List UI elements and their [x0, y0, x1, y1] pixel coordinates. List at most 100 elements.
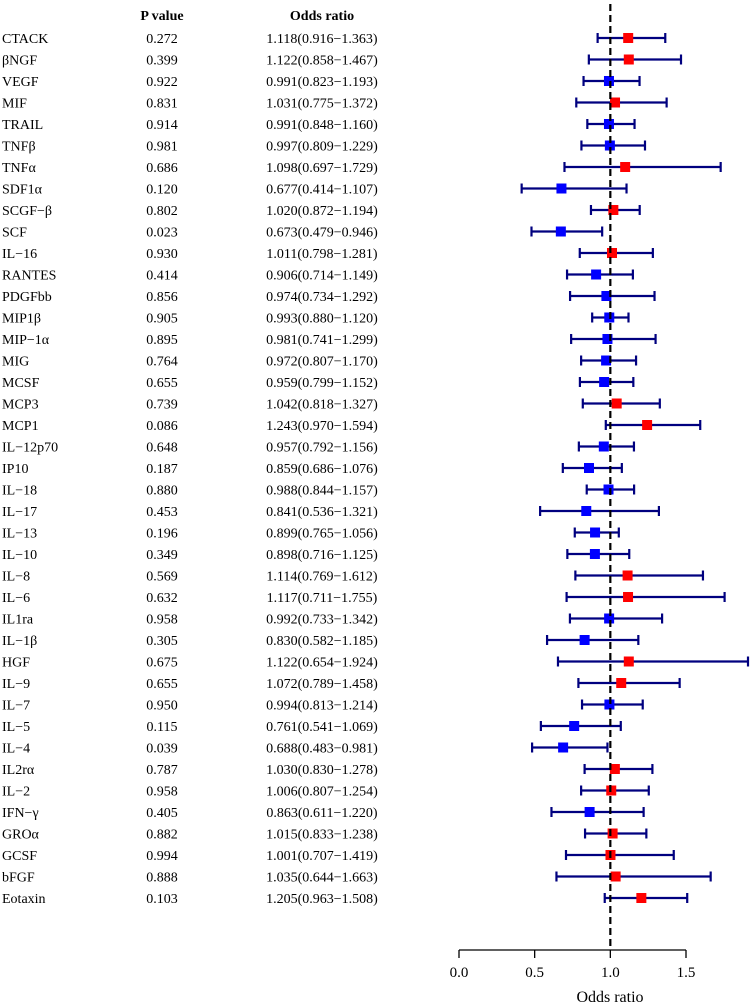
or-point [636, 893, 647, 903]
row-p-value: 0.856 [146, 290, 178, 305]
or-point [604, 140, 615, 151]
or-point [583, 463, 594, 473]
row-17: MCSF 0.655 0.959(0.799−1.152) [2, 376, 635, 391]
row-or-text: 1.035(0.644−1.663) [266, 871, 378, 886]
row-label: IL−9 [2, 677, 30, 692]
row-or-text: 1.114(0.769−1.612) [266, 570, 378, 585]
or-point [606, 248, 617, 258]
row-4: MIF 0.831 1.031(0.775−1.372) [2, 97, 668, 112]
or-point [609, 764, 620, 774]
row-p-value: 0.930 [146, 247, 178, 262]
row-label: IL−8 [2, 570, 30, 585]
row-or-text: 1.020(0.872−1.194) [266, 204, 378, 219]
row-label: MIP1β [2, 312, 41, 327]
row-p-value: 0.905 [146, 312, 178, 327]
row-or-text: 1.031(0.775−1.372) [266, 97, 378, 112]
row-or-text: 1.042(0.818−1.327) [266, 398, 378, 413]
or-point [584, 807, 595, 817]
row-or-text: 0.899(0.765−1.056) [266, 527, 378, 542]
row-or-text: 1.118(0.916−1.363) [266, 32, 378, 47]
or-point [611, 398, 622, 409]
row-label: IL−7 [2, 699, 30, 714]
row-p-value: 0.981 [146, 140, 178, 155]
row-or-text: 1.001(0.707−1.419) [266, 849, 378, 864]
row-label: SDF1α [2, 183, 43, 198]
row-19: MCP1 0.086 1.243(0.970−1.594) [2, 419, 702, 434]
row-label: MIF [2, 97, 27, 112]
row-label: IL−6 [2, 591, 30, 606]
or-point [555, 226, 566, 237]
row-label: βNGF [2, 54, 37, 69]
row-label: IL−10 [2, 548, 37, 563]
row-30: HGF 0.675 1.122(0.654−1.924) [2, 656, 750, 671]
row-34: IL−4 0.039 0.688(0.483−0.981) [2, 742, 609, 757]
row-p-value: 0.958 [146, 785, 178, 800]
row-32: IL−7 0.950 0.994(0.813−1.214) [2, 699, 644, 714]
row-p-value: 0.187 [146, 462, 178, 477]
row-label: IL−1β [2, 634, 37, 649]
row-27: IL−6 0.632 1.117(0.711−1.755) [2, 591, 726, 606]
or-point [569, 721, 580, 731]
row-26: IL−8 0.569 1.114(0.769−1.612) [2, 570, 705, 585]
row-p-value: 0.086 [146, 419, 178, 434]
row-label: IFN−γ [2, 806, 39, 821]
row-35: IL2rα 0.787 1.030(0.830−1.278) [2, 763, 654, 778]
row-p-value: 0.655 [146, 677, 178, 692]
row-p-value: 0.023 [146, 226, 178, 241]
x-tick-label: 1.0 [601, 965, 620, 981]
or-point [598, 441, 609, 452]
row-label: Eotaxin [2, 892, 46, 907]
row-or-text: 0.972(0.807−1.170) [266, 355, 378, 370]
row-p-value: 0.632 [146, 591, 178, 606]
row-or-text: 0.898(0.716−1.125) [266, 548, 378, 563]
or-point [608, 205, 619, 215]
x-tick-label: 0.5 [525, 965, 544, 981]
row-40: bFGF 0.888 1.035(0.644−1.663) [2, 871, 712, 886]
row-label: TNFβ [2, 140, 36, 155]
row-or-text: 0.677(0.414−1.107) [266, 183, 378, 198]
row-label: PDGFbb [2, 290, 52, 305]
row-12: RANTES 0.414 0.906(0.714−1.149) [2, 269, 634, 284]
row-label: bFGF [2, 871, 35, 886]
row-label: IL−13 [2, 527, 37, 542]
or-point [622, 570, 633, 581]
row-p-value: 0.272 [146, 32, 178, 47]
row-p-value: 0.414 [146, 269, 178, 284]
row-label: VEGF [2, 75, 39, 90]
row-6: TNFβ 0.981 0.997(0.809−1.229) [2, 140, 647, 155]
or-point [623, 54, 634, 65]
row-or-text: 0.906(0.714−1.149) [266, 269, 378, 284]
row-label: TNFα [2, 161, 36, 176]
row-p-value: 0.648 [146, 441, 178, 456]
row-label: IL−12p70 [2, 441, 58, 456]
or-point [590, 527, 601, 538]
row-18: MCP3 0.739 1.042(0.818−1.327) [2, 398, 661, 413]
row-2: βNGF 0.399 1.122(0.858−1.467) [2, 54, 683, 69]
row-5: TRAIL 0.914 0.991(0.848−1.160) [2, 118, 636, 133]
row-15: MIP−1α 0.895 0.981(0.741−1.299) [2, 333, 657, 348]
row-20: IL−12p70 0.648 0.957(0.792−1.156) [2, 441, 636, 456]
or-point [601, 355, 612, 366]
or-point [603, 119, 614, 129]
row-or-text: 1.098(0.697−1.729) [266, 161, 378, 176]
row-or-text: 0.863(0.611−1.220) [266, 806, 378, 821]
row-13: PDGFbb 0.856 0.974(0.734−1.292) [2, 290, 656, 305]
or-point [607, 828, 618, 839]
or-point [604, 699, 615, 710]
row-label: HGF [2, 656, 30, 671]
row-label: MCP3 [2, 398, 39, 413]
row-31: IL−9 0.655 1.072(0.789−1.458) [2, 677, 681, 692]
row-11: IL−16 0.930 1.011(0.798−1.281) [2, 247, 654, 262]
row-p-value: 0.039 [146, 742, 178, 757]
p-value-header: P value [140, 9, 183, 24]
row-or-text: 0.841(0.536−1.321) [266, 505, 378, 520]
row-p-value: 0.739 [146, 398, 178, 413]
row-p-value: 0.196 [146, 527, 178, 542]
row-or-text: 1.117(0.711−1.755) [267, 591, 378, 606]
row-p-value: 0.994 [146, 849, 178, 864]
row-label: GCSF [2, 849, 37, 864]
or-point [591, 269, 602, 280]
row-p-value: 0.764 [146, 355, 178, 370]
row-or-text: 0.997(0.809−1.229) [266, 140, 378, 155]
row-8: SDF1α 0.120 0.677(0.414−1.107) [2, 183, 628, 198]
